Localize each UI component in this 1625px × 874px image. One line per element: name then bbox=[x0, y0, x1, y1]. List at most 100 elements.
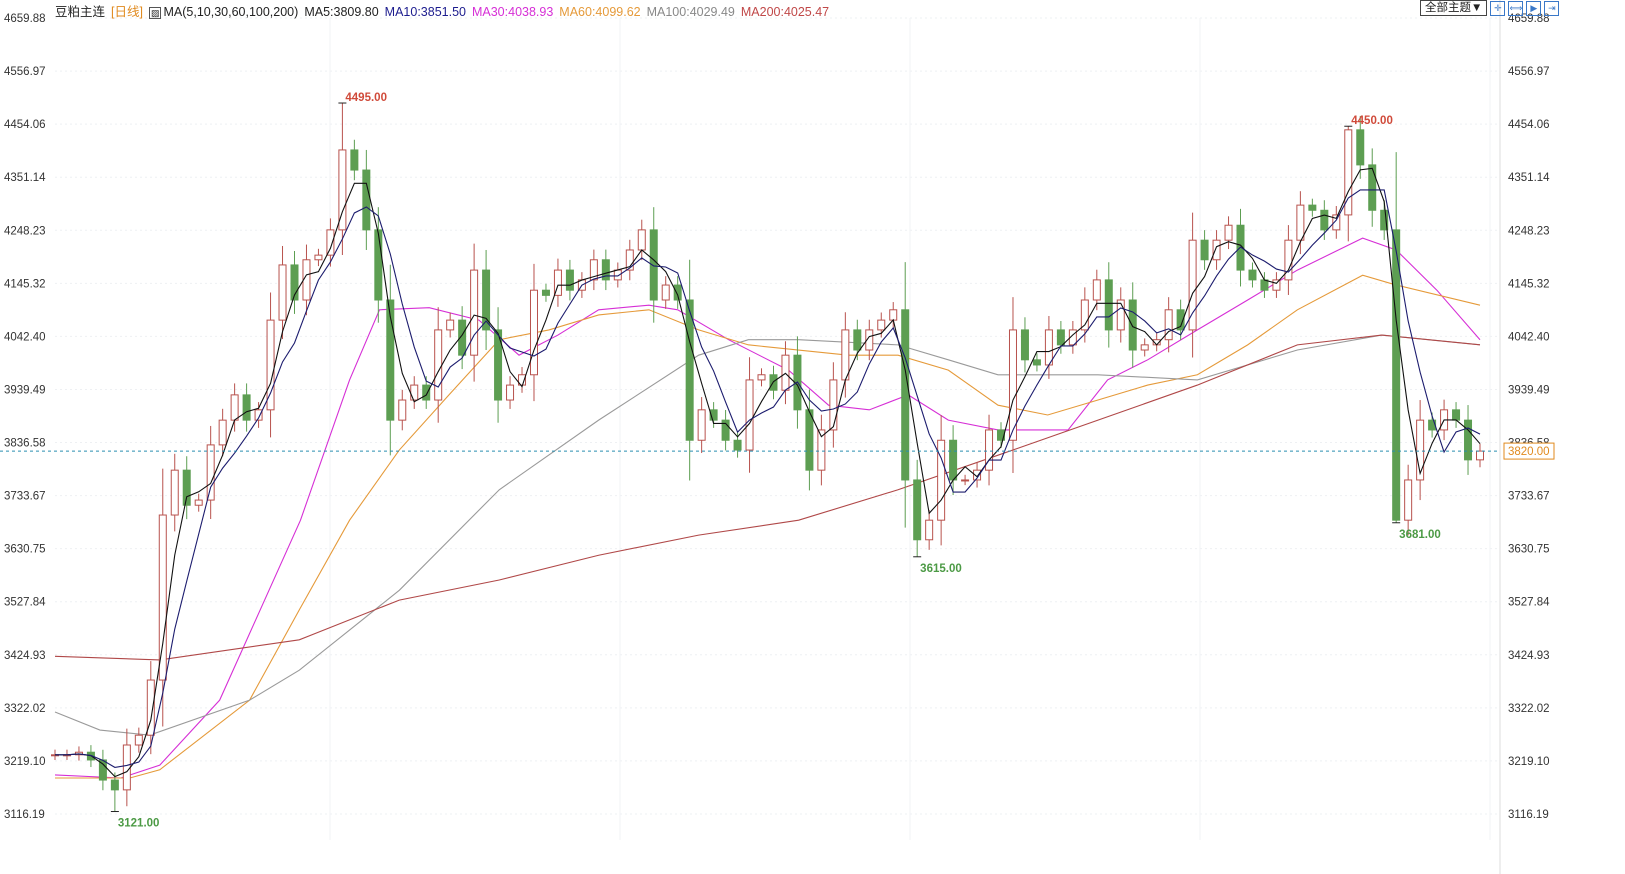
candle-up bbox=[146, 679, 155, 736]
moving-average-lines bbox=[54, 237, 1481, 779]
candle-down bbox=[685, 299, 694, 441]
candle-down bbox=[1320, 209, 1329, 231]
candle-up bbox=[1092, 279, 1101, 301]
y-tick-label-right: 3630.75 bbox=[1508, 544, 1550, 556]
candle-down bbox=[733, 439, 742, 451]
candle-up bbox=[1080, 299, 1089, 331]
candle-down bbox=[1056, 329, 1065, 346]
step-forward-icon[interactable]: ▶ bbox=[1526, 0, 1542, 16]
y-tick-label-right: 4145.32 bbox=[1508, 278, 1550, 290]
candle-up bbox=[1416, 419, 1425, 481]
candle-up bbox=[1404, 479, 1413, 521]
candle-up bbox=[398, 399, 407, 421]
zoom-range-icon[interactable]: ⟺ bbox=[1508, 0, 1524, 16]
last-price-line: 3820.00 bbox=[0, 442, 1555, 460]
y-tick-label-left: 4248.23 bbox=[4, 225, 46, 237]
theme-dropdown[interactable]: 全部主题▼ bbox=[1420, 0, 1488, 16]
candle-down bbox=[350, 149, 359, 171]
candle-up bbox=[961, 479, 970, 482]
y-tick-label-right: 4556.97 bbox=[1508, 66, 1550, 78]
candle-up bbox=[1272, 279, 1281, 291]
jump-end-icon[interactable]: ⇥ bbox=[1544, 0, 1560, 16]
candle-up bbox=[1284, 239, 1293, 281]
ma200-value: MA200:4025.47 bbox=[740, 5, 830, 19]
y-axis-right: 4659.88 4556.97 4454.06 4351.14 4248.23 4145.… bbox=[1508, 13, 1550, 821]
candle-up bbox=[1332, 214, 1341, 231]
y-tick-label-left: 3733.67 bbox=[4, 491, 46, 503]
symbol-name: 豆粕主连 bbox=[55, 5, 106, 19]
y-tick-label-left: 4351.14 bbox=[4, 172, 46, 184]
candle-up bbox=[1044, 329, 1053, 366]
candle-down bbox=[1368, 164, 1377, 211]
candle-down bbox=[182, 469, 191, 506]
chart-header: 豆粕主连 [日线] ▨ MA(5,10,30,60,100,200) MA5:3809.… bbox=[55, 1, 835, 20]
ma30-value: MA30:4038.93 bbox=[471, 5, 554, 19]
candle-down bbox=[1452, 409, 1461, 421]
candle-up bbox=[1296, 204, 1305, 241]
candle-up bbox=[278, 264, 287, 321]
candle-up bbox=[410, 384, 419, 401]
candle-down bbox=[709, 409, 718, 421]
candle-up bbox=[266, 319, 275, 411]
candle-up bbox=[757, 374, 766, 381]
candle-up bbox=[925, 519, 934, 541]
y-tick-label-right: 3527.84 bbox=[1508, 597, 1550, 609]
candle-up bbox=[781, 354, 790, 391]
last-price-label: 3820.00 bbox=[1508, 446, 1550, 458]
ma-settings-icon[interactable]: ▨ bbox=[148, 7, 162, 19]
candle-up bbox=[625, 249, 634, 271]
candle-up bbox=[134, 734, 143, 746]
candle-down bbox=[805, 409, 814, 471]
last-price-badge bbox=[1503, 442, 1555, 460]
candle-down bbox=[1128, 299, 1137, 351]
candle-down bbox=[1308, 204, 1317, 211]
candle-down bbox=[458, 319, 467, 356]
short-moving-average-lines bbox=[55, 167, 1481, 778]
candle-up bbox=[194, 499, 203, 506]
candle-up bbox=[553, 269, 562, 296]
y-tick-label-right: 3219.10 bbox=[1508, 756, 1550, 768]
ma60-line bbox=[55, 274, 1481, 779]
y-tick-label-left: 4042.40 bbox=[4, 331, 46, 343]
candle-up bbox=[254, 409, 263, 421]
annotations: 4495.00 4450.00 3615.00 3681.00 3121.00 bbox=[110, 92, 1441, 830]
high-label: 4495.00 bbox=[345, 92, 387, 104]
candle-down bbox=[422, 384, 431, 401]
crosshair-icon[interactable]: ✛ bbox=[1490, 0, 1506, 16]
candle-down bbox=[853, 329, 862, 351]
ma100-line bbox=[54, 334, 1481, 736]
toolbar: 全部主题▼ ✛ ⟺ ▶ ⇥ bbox=[1420, 0, 1560, 16]
candle-up bbox=[122, 744, 131, 791]
candle-down bbox=[1176, 309, 1185, 331]
period-label: [日线] bbox=[111, 5, 143, 19]
y-tick-label-right: 4351.14 bbox=[1508, 172, 1550, 184]
y-axis-left: 4659.88 4556.97 4454.06 4351.14 4248.23 4145.… bbox=[4, 13, 46, 821]
candle-down bbox=[1392, 229, 1401, 521]
candle-up bbox=[1008, 329, 1017, 441]
candle-up bbox=[1188, 239, 1197, 331]
candles bbox=[51, 103, 1484, 812]
candle-up bbox=[529, 289, 538, 376]
ma5-value: MA5:3809.80 bbox=[304, 5, 379, 19]
y-tick-label-left: 4454.06 bbox=[4, 119, 46, 131]
candle-up bbox=[506, 384, 515, 401]
candle-up bbox=[1068, 329, 1077, 346]
candle-down bbox=[1380, 209, 1389, 231]
candle-up bbox=[973, 469, 982, 481]
candle-up bbox=[697, 409, 706, 441]
candle-down bbox=[362, 169, 371, 231]
y-tick-label-right: 3116.19 bbox=[1508, 809, 1549, 821]
candle-down bbox=[601, 259, 610, 281]
ma-params[interactable]: MA(5,10,30,60,100,200) bbox=[163, 5, 299, 19]
y-tick-label-left: 3424.93 bbox=[4, 650, 46, 662]
candle-down bbox=[1464, 419, 1473, 461]
ma5-line bbox=[55, 167, 1481, 778]
y-tick-label-left: 3116.19 bbox=[4, 809, 45, 821]
candle-down bbox=[673, 284, 682, 301]
candle-up bbox=[661, 284, 670, 301]
candle-down bbox=[242, 394, 251, 421]
ma10-value: MA10:3851.50 bbox=[384, 5, 466, 19]
candle-down bbox=[1020, 329, 1029, 361]
candle-up bbox=[206, 444, 215, 501]
